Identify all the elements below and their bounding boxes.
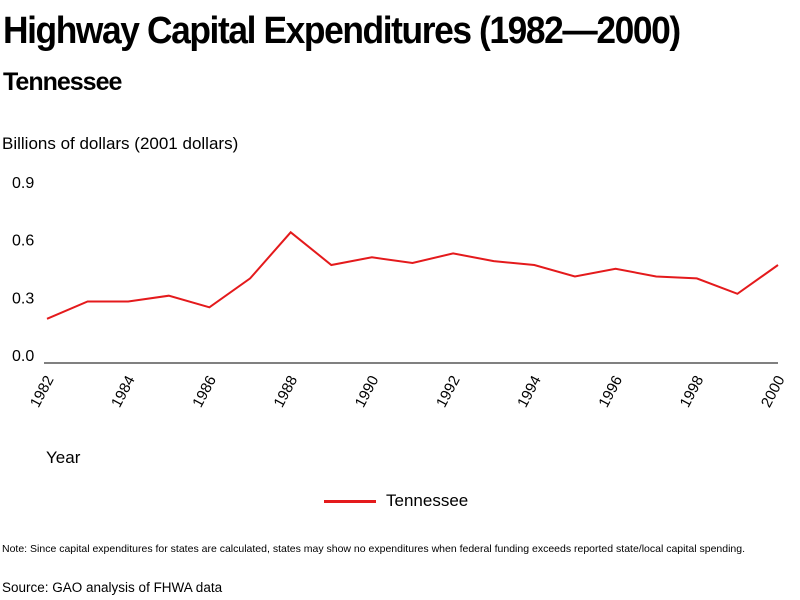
series-group bbox=[46, 230, 779, 320]
y-tick-label: 0.9 bbox=[12, 175, 34, 192]
chart-title: Highway Capital Expenditures (1982—2000) bbox=[3, 10, 681, 52]
legend: Tennessee bbox=[324, 490, 468, 512]
series-line-tennessee bbox=[46, 230, 779, 320]
x-tick-label: 1986 bbox=[189, 373, 220, 410]
legend-label-tennessee: Tennessee bbox=[386, 491, 469, 510]
y-axis-ticks: 0.0 0.3 0.6 0.9 bbox=[12, 175, 34, 365]
source-note: Source: GAO analysis of FHWA data bbox=[2, 580, 223, 595]
x-axis-label: Year bbox=[46, 448, 81, 467]
x-tick-label: 1990 bbox=[352, 373, 383, 410]
x-tick-label: 1988 bbox=[271, 373, 302, 410]
x-tick-label: 1992 bbox=[433, 373, 464, 410]
y-tick-label: 0.3 bbox=[12, 290, 34, 307]
x-axis-ticks: 1982 1984 1986 1988 1990 1992 1994 1996 1998 2000 bbox=[27, 373, 789, 410]
x-tick-label: 1994 bbox=[514, 373, 545, 410]
x-tick-label: 2000 bbox=[758, 373, 789, 410]
footnote: Note: Since capital expenditures for sta… bbox=[2, 543, 746, 555]
x-tick-label: 1982 bbox=[27, 373, 58, 410]
legend-swatch-tennessee bbox=[324, 499, 376, 503]
x-tick-label: 1984 bbox=[108, 373, 139, 410]
x-tick-label: 1996 bbox=[595, 373, 626, 410]
y-tick-label: 0.6 bbox=[12, 233, 34, 250]
y-tick-label: 0.0 bbox=[12, 348, 34, 365]
x-tick-label: 1998 bbox=[677, 373, 708, 410]
y-axis-label: Billions of dollars (2001 dollars) bbox=[2, 134, 239, 153]
chart-subtitle: Tennessee bbox=[3, 68, 122, 96]
